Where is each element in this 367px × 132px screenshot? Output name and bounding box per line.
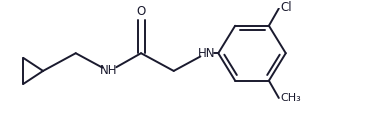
Text: CH₃: CH₃	[281, 93, 302, 103]
Text: O: O	[137, 5, 146, 18]
Text: Cl: Cl	[281, 1, 292, 15]
Text: HN: HN	[197, 47, 215, 60]
Text: NH: NH	[100, 64, 117, 77]
